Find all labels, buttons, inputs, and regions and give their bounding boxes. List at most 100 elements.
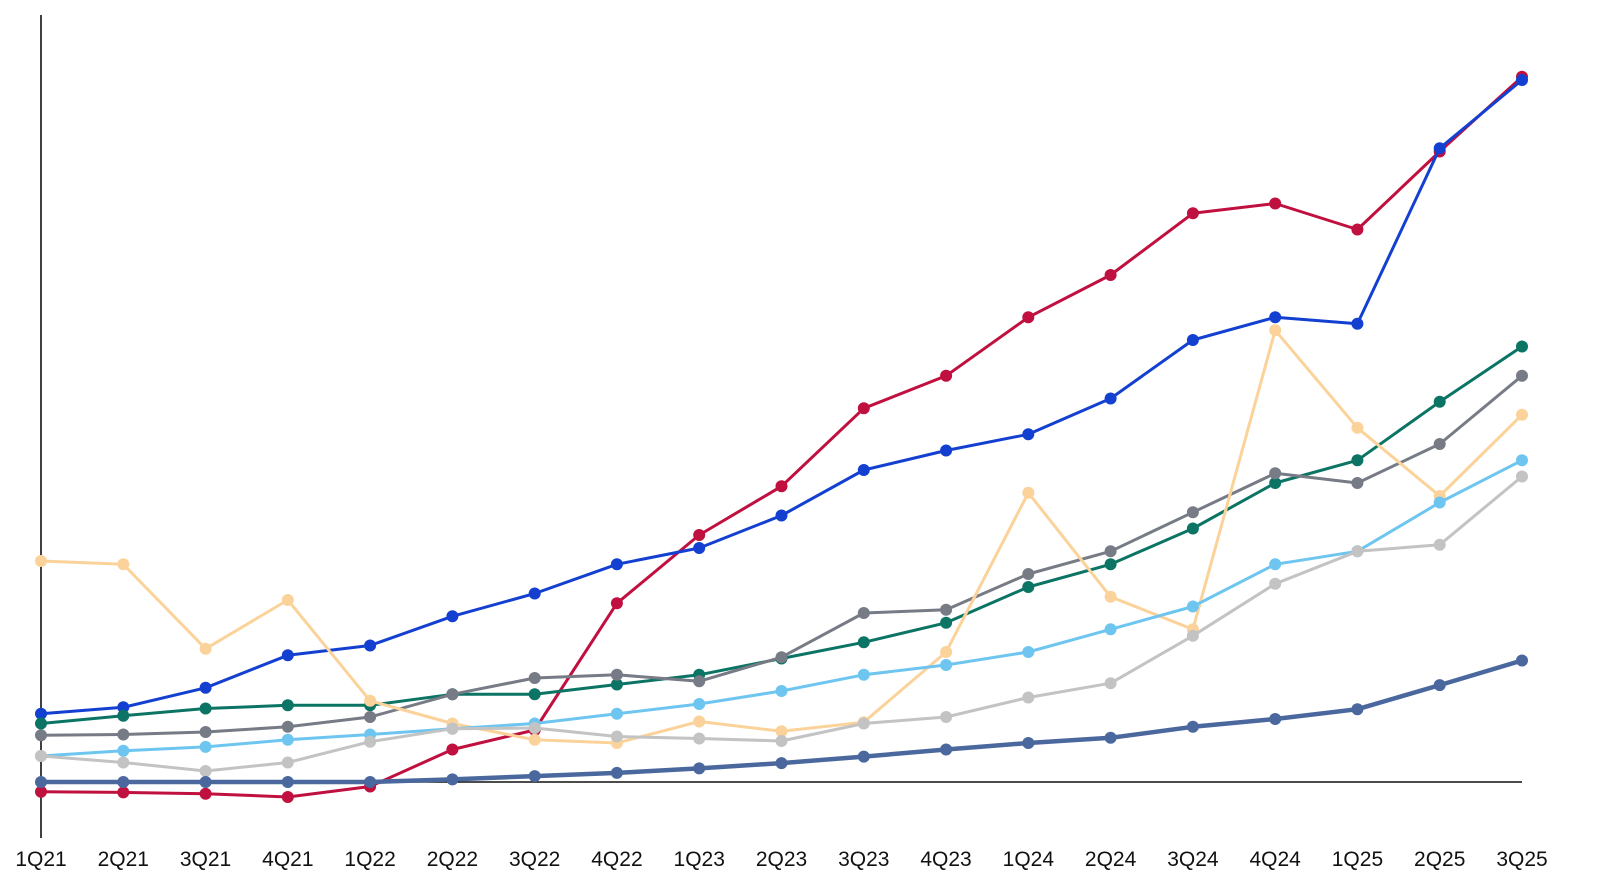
series-5-point: [1104, 590, 1117, 603]
series-7-point: [35, 750, 47, 762]
series-layer: [35, 70, 1528, 803]
series-4-point: [940, 603, 953, 616]
series-5-point: [528, 733, 541, 746]
x-tick-label: 2Q25: [1414, 848, 1465, 871]
series-6-point: [1433, 496, 1446, 509]
series-5-point: [35, 555, 47, 567]
series-1-point: [1186, 207, 1199, 220]
series-8-point: [1269, 713, 1282, 725]
series-8-point: [364, 776, 377, 788]
x-tick-label: 1Q22: [344, 848, 395, 871]
series-5-point: [199, 642, 212, 655]
series-7-point: [446, 722, 459, 735]
series-1-point: [35, 785, 47, 798]
series-4-point: [528, 672, 541, 684]
series-7-point: [528, 722, 541, 734]
series-2-point: [1433, 142, 1446, 155]
series-7-point: [1516, 470, 1528, 483]
series-7-point: [199, 765, 212, 777]
series-6-point: [1186, 600, 1199, 613]
x-tick-label: 3Q23: [838, 848, 889, 871]
series-3-point: [610, 678, 623, 691]
series-8-point: [610, 766, 623, 779]
series-2: [35, 74, 1528, 720]
series-2-point: [35, 707, 47, 720]
series-1-point: [1351, 223, 1364, 236]
x-tick-label: 1Q23: [674, 848, 725, 871]
series-2-point: [1186, 334, 1199, 346]
x-tick-label: 2Q24: [1085, 848, 1137, 871]
series-1-point: [1269, 197, 1282, 210]
series-3: [35, 340, 1528, 730]
series-4-line: [39, 374, 1524, 737]
series-8-point: [775, 757, 788, 770]
series-2-point: [528, 587, 541, 600]
series-6-point: [199, 740, 212, 753]
series-2-point: [1022, 428, 1035, 441]
series-1-point: [775, 480, 788, 493]
series-2-point: [446, 610, 459, 623]
series-2-point: [1516, 74, 1528, 86]
series-7-point: [364, 735, 377, 748]
series-1-point: [199, 787, 212, 800]
series-8-point: [857, 750, 870, 763]
series-2-point: [117, 701, 130, 714]
series-1-point: [1104, 269, 1117, 281]
series-8-point: [693, 762, 706, 775]
series-7-point: [281, 756, 294, 769]
series-7-point: [693, 732, 706, 745]
series-4-point: [1022, 568, 1035, 580]
series-3-point: [857, 636, 870, 649]
series-4-point: [35, 729, 47, 742]
series-5-point: [693, 715, 706, 728]
series-5-point: [364, 694, 377, 707]
series-1-point: [610, 597, 623, 610]
series-4-point: [199, 726, 212, 738]
series-3-point: [1104, 558, 1117, 571]
series-7-point: [1433, 538, 1446, 551]
series-6-point: [610, 707, 623, 720]
x-tick-label: 4Q24: [1249, 848, 1301, 871]
series-8-point: [940, 743, 953, 756]
series-5-point: [1269, 324, 1282, 337]
series-3-point: [117, 709, 130, 722]
series-6-point: [857, 668, 870, 681]
series-3-point: [35, 717, 47, 730]
x-tick-label: 2Q23: [756, 848, 807, 871]
series-3-point: [199, 702, 212, 715]
series-3-point: [1186, 522, 1199, 535]
series-7-point: [1186, 629, 1199, 642]
series-1-point: [281, 791, 294, 803]
series-4-point: [1104, 545, 1117, 558]
series-8-point: [1186, 720, 1199, 733]
series-6-point: [940, 659, 953, 671]
series-6-point: [281, 733, 294, 746]
series-4: [35, 369, 1528, 742]
x-tick-label: 4Q22: [591, 848, 642, 871]
series-2-point: [610, 558, 623, 571]
series-2-point: [857, 464, 870, 476]
series-7-point: [1022, 691, 1035, 704]
series-8-point: [281, 776, 294, 788]
series-7: [35, 470, 1528, 777]
series-4-point: [857, 607, 870, 619]
series-7-point: [117, 756, 130, 769]
series-8-point: [446, 773, 459, 786]
series-2-line: [39, 78, 1524, 716]
series-6-point: [1104, 623, 1117, 636]
x-tick-label: 4Q23: [920, 848, 971, 871]
series-8-point: [117, 776, 130, 788]
series-2-point: [281, 649, 294, 662]
series-4-point: [610, 668, 623, 681]
series-8-point: [35, 776, 47, 788]
series-5-point: [1022, 486, 1035, 499]
series-2-point: [940, 444, 953, 457]
x-tick-label: 4Q21: [262, 848, 313, 871]
series-5-line: [39, 328, 1524, 745]
x-tick-label: 2Q22: [427, 848, 478, 871]
series-1-point: [117, 786, 130, 799]
series-3-point: [1022, 581, 1035, 593]
series-5-point: [117, 558, 130, 571]
series-2-point: [199, 681, 212, 694]
series-5-point: [775, 725, 788, 738]
